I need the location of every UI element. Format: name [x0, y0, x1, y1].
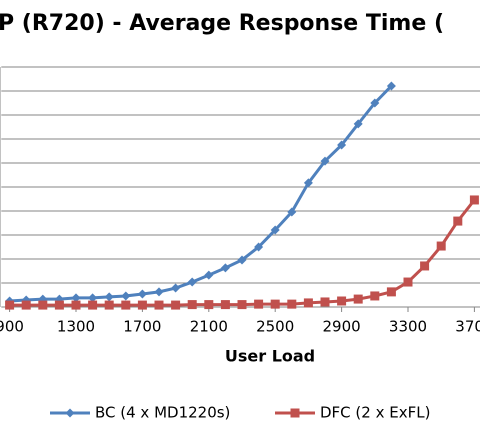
data-point [154, 300, 164, 310]
x-tick-label: 2900 [323, 318, 361, 336]
data-point [403, 277, 413, 287]
data-point [171, 300, 181, 310]
data-point [287, 299, 297, 309]
data-point [353, 119, 363, 129]
x-tick-label: 2500 [256, 318, 294, 336]
x-tick-label: 1700 [123, 318, 161, 336]
data-point [187, 300, 197, 310]
chart-title: P (R720) - Average Response Time ( [0, 11, 444, 36]
legend-label: DFC (2 x ExFL) [320, 404, 430, 422]
data-point [71, 300, 81, 310]
data-point [453, 216, 463, 226]
data-point [204, 300, 214, 310]
data-point [171, 283, 181, 293]
data-point [370, 291, 380, 301]
data-point [88, 300, 98, 310]
legend-label: BC (4 x MD1220s) [95, 404, 230, 422]
x-tick-label: 2100 [190, 318, 228, 336]
data-point [337, 296, 347, 306]
data-point [436, 241, 446, 251]
data-point [386, 287, 396, 297]
data-point [88, 293, 98, 303]
data-point [469, 195, 479, 205]
data-point [71, 293, 81, 303]
x-tick-label: 900 [0, 318, 24, 336]
data-point [320, 297, 330, 307]
data-point [337, 140, 347, 150]
data-point [5, 300, 15, 310]
x-tick-label: 3300 [389, 318, 427, 336]
x-tick-label: 3700 [455, 318, 480, 336]
data-point [220, 263, 230, 273]
data-point [237, 300, 247, 310]
data-point [137, 289, 147, 299]
data-point [104, 300, 114, 310]
data-point [187, 277, 197, 287]
series-line [9, 199, 476, 307]
data-point [287, 207, 297, 217]
data-point [303, 298, 313, 308]
data-point [370, 98, 380, 108]
data-point [137, 300, 147, 310]
data-point [38, 300, 48, 310]
x-tick-label: 1300 [57, 318, 95, 336]
data-point [270, 299, 280, 309]
data-point [303, 178, 313, 188]
data-point [204, 270, 214, 280]
data-point [353, 294, 363, 304]
data-point [154, 287, 164, 297]
data-point [386, 81, 396, 91]
data-point [270, 225, 280, 235]
data-point [420, 261, 430, 271]
data-point [320, 156, 330, 166]
series-line [9, 84, 393, 303]
data-point [121, 291, 131, 301]
legend-marker [65, 408, 75, 418]
x-axis-title: User Load [225, 347, 315, 366]
data-point [254, 242, 264, 252]
data-point [237, 255, 247, 265]
data-point [54, 300, 64, 310]
data-point [21, 300, 31, 310]
data-point [121, 300, 131, 310]
data-point [254, 299, 264, 309]
data-point [104, 292, 114, 302]
data-point [220, 300, 230, 310]
legend-marker [290, 408, 300, 418]
